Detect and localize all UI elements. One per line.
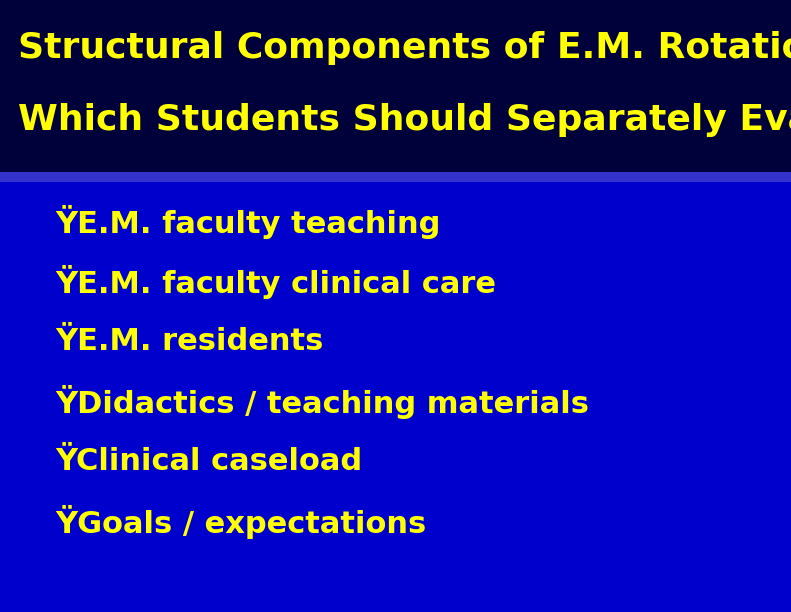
Text: ŸE.M. faculty clinical care: ŸE.M. faculty clinical care <box>55 265 496 299</box>
Text: Structural Components of E.M. Rotations: Structural Components of E.M. Rotations <box>18 31 791 65</box>
Text: Which Students Should Separately Evaluate: Which Students Should Separately Evaluat… <box>18 103 791 138</box>
Bar <box>0 0 791 172</box>
Bar <box>0 172 791 182</box>
Text: ŸGoals / expectations: ŸGoals / expectations <box>55 505 426 539</box>
Text: ŸE.M. faculty teaching: ŸE.M. faculty teaching <box>55 205 441 239</box>
Text: ŸDidactics / teaching materials: ŸDidactics / teaching materials <box>55 385 589 419</box>
Text: ŸE.M. residents: ŸE.M. residents <box>55 327 324 357</box>
Bar <box>0 182 791 612</box>
Text: ŸClinical caseload: ŸClinical caseload <box>55 447 362 477</box>
